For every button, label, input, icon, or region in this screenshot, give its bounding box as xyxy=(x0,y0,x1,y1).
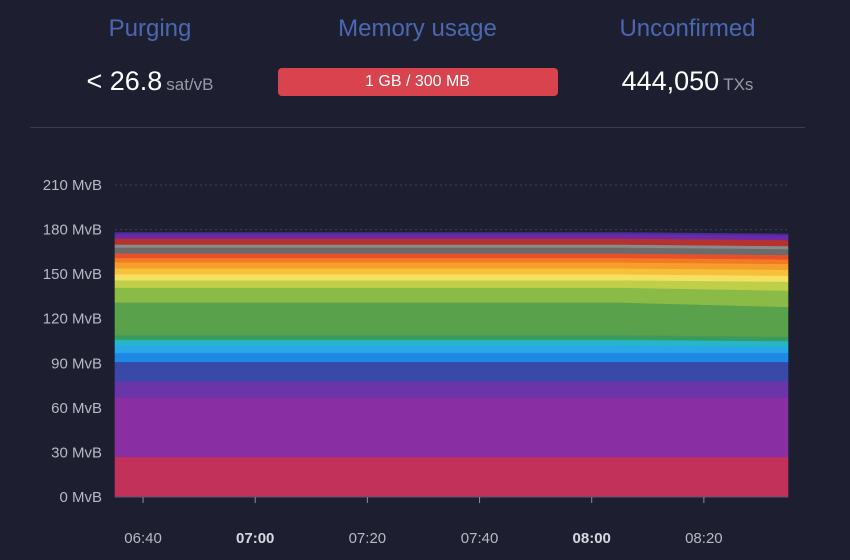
purging-rate: < 26.8 xyxy=(86,66,163,96)
chart-areas[interactable] xyxy=(114,232,789,498)
fee-band-area-3[interactable] xyxy=(114,361,789,382)
y-tick-label: 0 MvB xyxy=(59,489,102,506)
divider xyxy=(30,127,805,128)
x-tick-label: 07:00 xyxy=(236,530,274,547)
purging-label: Purging xyxy=(108,15,192,42)
memory-usage-bar: 1 GB / 300 MB xyxy=(277,68,558,96)
unconfirmed-label: Unconfirmed xyxy=(619,15,756,42)
memory-usage-bar-fill xyxy=(277,68,558,96)
stats-header: Purging < 26.8 sat/vB Memory usage 1 GB /… xyxy=(0,0,850,120)
y-tick-label: 30 MvB xyxy=(51,444,102,461)
unconfirmed-stat: Unconfirmed 444,050 TXs xyxy=(600,12,775,102)
unconfirmed-unit: TXs xyxy=(723,75,754,94)
fee-band-area-8[interactable] xyxy=(114,302,789,337)
unconfirmed-value: 444,050 TXs xyxy=(600,64,775,102)
y-tick-label: 60 MvB xyxy=(51,400,102,417)
x-tick-label: 06:40 xyxy=(124,530,162,547)
purging-unit: sat/vB xyxy=(166,75,214,94)
fee-band-area-20[interactable] xyxy=(114,232,789,236)
fee-band-area-2[interactable] xyxy=(114,380,789,398)
x-tick-label: 07:20 xyxy=(349,530,387,547)
purging-stat: Purging < 26.8 sat/vB xyxy=(65,12,235,102)
y-tick-label: 90 MvB xyxy=(51,355,102,372)
memory-usage-value: 1 GB / 300 MB xyxy=(365,73,470,90)
y-tick-label: 120 MvB xyxy=(43,311,102,328)
y-axis: 0 MvB 30 MvB 60 MvB 90 MvB 120 MvB 150 MvB 180… xyxy=(43,177,102,506)
y-tick-label: 210 MvB xyxy=(43,177,102,194)
memory-usage-label: Memory usage xyxy=(338,15,497,42)
fee-band-area-0[interactable] xyxy=(114,456,789,498)
fee-band-area-5[interactable] xyxy=(114,345,789,354)
y-tick-label: 180 MvB xyxy=(43,222,102,239)
fee-band-area-4[interactable] xyxy=(114,352,789,363)
x-tick-label: 07:40 xyxy=(461,530,499,547)
y-tick-label: 150 MvB xyxy=(43,266,102,283)
x-tick-label: 08:00 xyxy=(573,530,611,547)
unconfirmed-count: 444,050 xyxy=(621,66,720,96)
x-axis: 06:40 07:00 07:20 07:40 08:00 08:20 xyxy=(115,496,788,547)
x-tick-label: 08:20 xyxy=(685,530,723,547)
fee-band-area-1[interactable] xyxy=(114,397,789,458)
purging-value: < 26.8 sat/vB xyxy=(65,64,235,102)
memory-usage-stat: Memory usage 1 GB / 300 MB xyxy=(270,12,565,96)
